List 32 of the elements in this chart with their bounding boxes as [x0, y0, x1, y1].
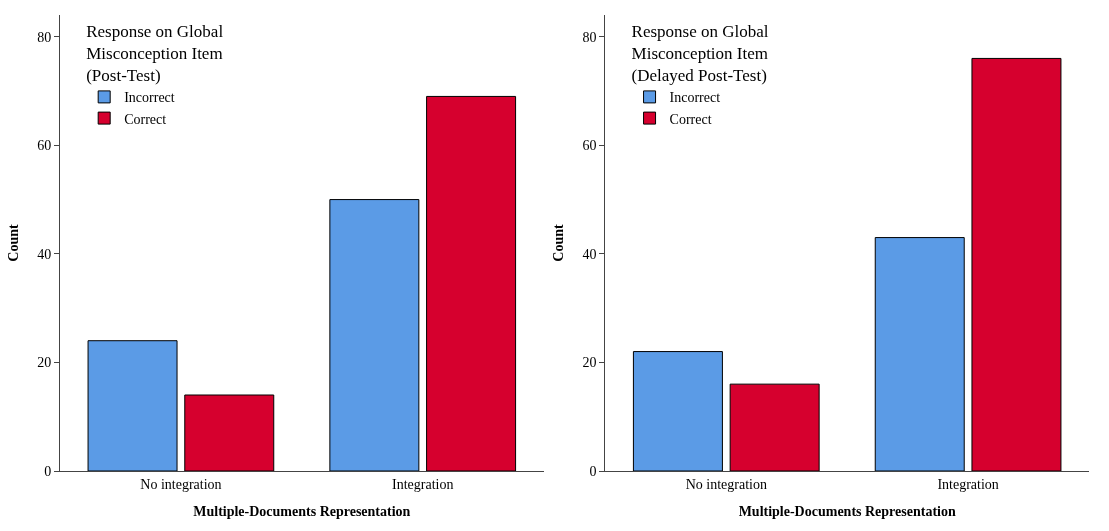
legend-title: Response on Global Misconception Item (Post-Test) [86, 22, 224, 86]
legend-label: Correct [124, 111, 167, 127]
x-tick-label: No integration [685, 476, 767, 492]
legend-title: Response on Global Misconception Item (Delayed Post-Test) [631, 22, 769, 86]
y-tick-label: 40 [37, 246, 52, 262]
y-tick-label: 0 [44, 463, 52, 479]
legend-label: Correct [669, 111, 712, 127]
y-axis-title: Count [5, 224, 21, 262]
bar [87, 340, 178, 471]
y-tick-label: 60 [582, 138, 597, 154]
x-axis-title: Multiple-Documents Representation [193, 504, 411, 520]
x-axis-title: Multiple-Documents Representation [738, 504, 956, 520]
bar [329, 199, 420, 471]
y-tick-label: 80 [37, 29, 52, 45]
x-tick-label: Integration [937, 476, 999, 492]
y-tick-label: 20 [37, 355, 52, 371]
y-tick-label: 20 [582, 355, 597, 371]
y-tick-label: 80 [582, 29, 597, 45]
x-tick-label: Integration [392, 476, 454, 492]
y-tick-label: 40 [582, 246, 597, 262]
bar [426, 95, 517, 471]
bar [874, 237, 965, 471]
bar [971, 57, 1062, 471]
bar [184, 394, 275, 471]
bar [729, 383, 820, 471]
bar [632, 351, 723, 471]
legend-label: Incorrect [124, 90, 175, 106]
y-tick-label: 0 [589, 463, 597, 479]
y-tick-label: 60 [37, 138, 52, 154]
y-axis-title: Count [551, 224, 567, 262]
legend-label: Incorrect [669, 90, 721, 106]
x-tick-label: No integration [140, 476, 222, 492]
